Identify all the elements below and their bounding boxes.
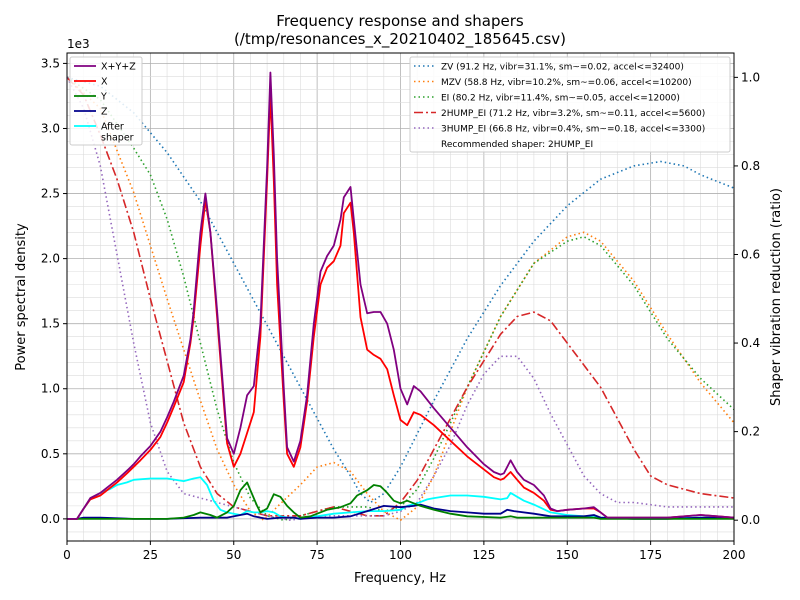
y-tick-label: 0.5: [41, 447, 60, 461]
y-right-tick-label: 0.4: [741, 336, 760, 350]
legend-right-box: [409, 56, 731, 153]
chart-title-line2: (/tmp/resonances_x_20210402_185645.csv): [234, 30, 566, 49]
series-line-x: [67, 93, 735, 520]
x-axis-label: Frequency, Hz: [354, 571, 446, 586]
legend-label-hump2: 2HUMP_EI (71.2 Hz, vibr=3.2%, sm~=0.11, …: [441, 109, 705, 119]
y-right-tick-label: 0.8: [741, 159, 760, 173]
y-right-tick-label: 0.6: [741, 247, 760, 261]
legend-label-mzv: MZV (58.8 Hz, vibr=10.2%, sm~=0.06, acce…: [441, 78, 692, 88]
y-tick-label: 2.5: [41, 187, 60, 201]
y-exponent-label: 1e3: [67, 37, 90, 51]
legend-label-after: After: [101, 122, 124, 133]
series-line-xyz: [67, 71, 735, 520]
y-right-axis-ticks: 0.0 0.2 0.4 0.6 0.8 1.0: [734, 70, 760, 527]
legend-label-ei: EI (80.2 Hz, vibr=11.4%, sm~=0.05, accel…: [441, 94, 680, 104]
x-tick-label: 125: [472, 548, 495, 562]
x-tick-label: 50: [226, 548, 241, 562]
series-layer: [66, 71, 735, 521]
y-tick-label: 1.0: [41, 382, 60, 396]
legend-label-z: Z: [101, 107, 108, 118]
y-tick-label: 3.0: [41, 121, 60, 135]
legend-label-x: X: [101, 77, 108, 88]
chart-title-line1: Frequency response and shapers: [276, 12, 524, 30]
x-tick-label: 200: [723, 548, 746, 562]
y-right-tick-label: 1.0: [741, 70, 760, 84]
legend-label-zv: ZV (91.2 Hz, vibr=31.1%, sm~=0.02, accel…: [441, 63, 684, 73]
x-tick-label: 0: [63, 548, 71, 562]
x-tick-label: 175: [639, 548, 662, 562]
x-tick-label: 150: [556, 548, 579, 562]
legend-label2-after: shaper: [101, 133, 134, 144]
recommended-shaper-note: Recommended shaper: 2HUMP_EI: [441, 140, 593, 150]
legend-label-xyz: X+Y+Z: [101, 62, 136, 73]
y-axis-label: Power spectral density: [14, 223, 29, 371]
x-tick-label: 100: [389, 548, 412, 562]
legend-label-y: Y: [100, 92, 107, 103]
x-tick-label: 75: [309, 548, 324, 562]
y-right-tick-label: 0.2: [741, 425, 760, 439]
y-axis-ticks: 0.0 0.5 1.0 1.5 2.0 2.5 3.0 3.5: [41, 56, 67, 526]
y-right-axis-label: Shaper vibration reduction (ratio): [769, 188, 784, 406]
legend-label-hump3: 3HUMP_EI (66.8 Hz, vibr=0.4%, sm~=0.18, …: [441, 125, 705, 135]
x-tick-label: 25: [143, 548, 158, 562]
y-tick-label: 0.0: [41, 512, 60, 526]
y-tick-label: 3.5: [41, 56, 60, 70]
y-tick-label: 1.5: [41, 317, 60, 331]
series-line-mzv: [66, 76, 735, 521]
series-line-y: [67, 481, 734, 520]
y-tick-label: 2.0: [41, 252, 60, 266]
x-axis-ticks: 0 25 50 75 100 125 150 175 200: [63, 541, 745, 562]
legend-left-box: [69, 56, 143, 146]
series-line-zv: [66, 76, 735, 504]
y-right-tick-label: 0.0: [741, 513, 760, 527]
legend-right: ZV (91.2 Hz, vibr=31.1%, sm~=0.02, accel…: [409, 56, 731, 153]
